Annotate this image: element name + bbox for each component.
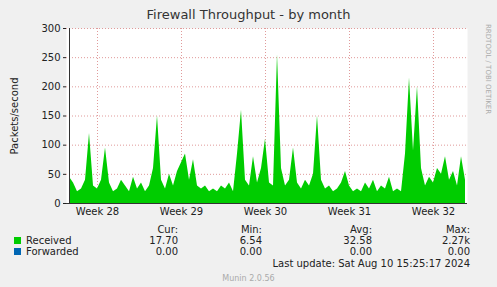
svg-text:50: 50 — [48, 169, 61, 180]
svg-text:100: 100 — [41, 139, 60, 150]
html-text:RRDTOOL / TOBI OETIKER: RRDTOOL / TOBI OETIKER — [484, 24, 492, 115]
html-text:Forwarded: Forwarded — [26, 246, 79, 257]
html-text:6.54: 6.54 — [239, 235, 262, 246]
html-text:Min:: Min: — [240, 224, 262, 235]
svg-text:250: 250 — [41, 52, 60, 63]
svg-text:Packets/second: Packets/second — [9, 78, 20, 155]
svg-text:150: 150 — [41, 110, 60, 121]
html-text:0.00: 0.00 — [447, 246, 470, 257]
html-text:0.00: 0.00 — [239, 246, 262, 257]
html-text:2.27k: 2.27k — [441, 235, 470, 246]
svg-text:0: 0 — [54, 198, 60, 209]
svg-text:Week 29: Week 29 — [160, 206, 203, 217]
html-text:Received: Received — [26, 235, 72, 246]
html-text:Cur:: Cur: — [157, 224, 178, 235]
html-text:17.70: 17.70 — [149, 235, 178, 246]
svg-text:Week 31: Week 31 — [328, 206, 371, 217]
svg-text:300: 300 — [41, 23, 60, 34]
svg-text:Week 32: Week 32 — [412, 206, 455, 217]
html-text:Max:: Max: — [446, 224, 470, 235]
html-text:0.00: 0.00 — [349, 246, 372, 257]
html-text:Last update: Sat Aug 10 15:25:: Last update: Sat Aug 10 15:25:17 2024 — [272, 258, 470, 269]
html-text:0.00: 0.00 — [155, 246, 178, 257]
html-text:Avg:: Avg: — [350, 224, 372, 235]
svg-text:Week 28: Week 28 — [76, 206, 119, 217]
svg-text:200: 200 — [41, 81, 60, 92]
svg-text:Week 30: Week 30 — [244, 206, 287, 217]
html-text:Munin 2.0.56: Munin 2.0.56 — [222, 274, 275, 283]
html-text:Firewall Throughput - by month: Firewall Throughput - by month — [146, 7, 351, 22]
html-text:32.58: 32.58 — [343, 235, 372, 246]
